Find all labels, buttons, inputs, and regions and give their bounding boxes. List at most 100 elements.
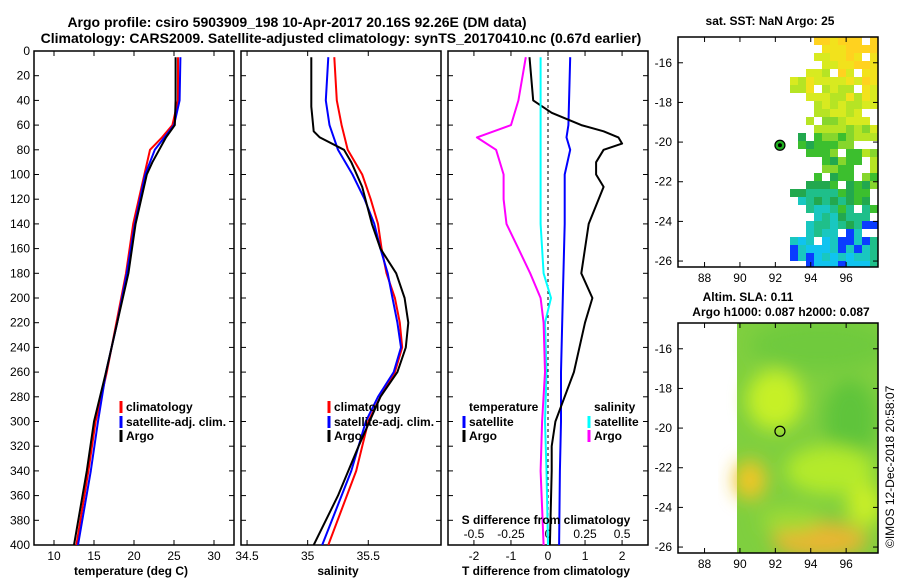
sst-cell	[822, 205, 830, 213]
sst-cell	[870, 93, 878, 101]
sst-map-panel: sat. SST: NaN Argo: 25 88 90 92 94 96 -16 -18 -…	[655, 14, 879, 285]
sst-cell	[846, 125, 854, 133]
sst-cell	[854, 133, 862, 141]
sst-cell	[862, 245, 870, 253]
sst-cell	[862, 93, 870, 101]
sst-cell	[854, 149, 862, 157]
sst-cell	[838, 101, 846, 109]
sst-cell	[822, 133, 830, 141]
legend-label-argo: Argo	[334, 429, 362, 443]
sst-cell	[790, 245, 798, 253]
sst-cell	[846, 77, 854, 85]
sst-cell	[854, 189, 862, 197]
sst-cell	[806, 229, 814, 237]
sst-cell	[870, 165, 878, 173]
sst-cell	[814, 221, 822, 229]
depth-tick-label: 60	[17, 118, 31, 132]
difference-series-s-satellite	[539, 57, 552, 545]
sla-lat-label: -24	[655, 500, 673, 514]
sla-map-field	[734, 323, 878, 553]
sst-cell	[862, 261, 870, 267]
sst-cell	[870, 157, 878, 165]
sst-cell	[806, 93, 814, 101]
sst-cell	[870, 53, 878, 61]
sst-cell	[822, 157, 830, 165]
depth-tick-label: 20	[17, 69, 31, 83]
sst-cell	[846, 165, 854, 173]
sst-cell	[846, 133, 854, 141]
depth-tick-label: 280	[10, 390, 30, 404]
legend-label-satellite: satellite-adj. clim.	[334, 415, 434, 429]
sst-cell	[822, 53, 830, 61]
sst-cell	[798, 197, 806, 205]
sst-cell	[838, 61, 846, 69]
sst-cell	[838, 157, 846, 165]
sst-map-ticks: 88 90 92 94 96 -16 -18 -20 -22 -24 -26	[655, 37, 878, 285]
sst-cell	[846, 85, 854, 93]
sst-cell	[862, 61, 870, 69]
sst-cell	[846, 37, 854, 45]
sla-lon-label: 90	[733, 557, 747, 571]
sst-cell	[830, 125, 838, 133]
sst-map-cells	[790, 37, 878, 267]
legend-salinity-heading: salinity	[594, 400, 636, 414]
sst-cell	[806, 205, 814, 213]
sst-cell	[830, 77, 838, 85]
difference-xtick-label: 1	[582, 549, 589, 563]
sst-cell	[846, 69, 854, 77]
sst-cell	[862, 197, 870, 205]
sst-cell	[862, 125, 870, 133]
depth-tick-label: 400	[10, 538, 30, 552]
salinity-legend: climatology satellite-adj. clim. Argo	[327, 400, 434, 443]
sst-cell	[854, 93, 862, 101]
difference-series-t-satellite	[558, 57, 572, 545]
s-diff-tick-label: 0.25	[573, 527, 597, 541]
sst-lat-label: -18	[655, 95, 673, 109]
sst-cell	[838, 53, 846, 61]
sst-cell	[854, 157, 862, 165]
sst-cell	[838, 189, 846, 197]
sst-cell	[822, 221, 830, 229]
sst-cell	[854, 37, 862, 45]
sst-cell	[862, 181, 870, 189]
sla-lat-label: -18	[655, 381, 673, 395]
sst-cell	[862, 189, 870, 197]
legend-label-t-argo: Argo	[469, 429, 497, 443]
sst-cell	[822, 117, 830, 125]
depth-tick-label: 0	[23, 44, 30, 58]
sst-cell	[846, 261, 854, 267]
sst-cell	[870, 85, 878, 93]
sst-lon-label: 88	[698, 271, 712, 285]
sst-cell	[814, 197, 822, 205]
sst-cell	[830, 149, 838, 157]
temperature-ticks: 0 20 40 60 80 100 120 140 160 180 200 220 240 260 280 3…	[10, 44, 234, 563]
sst-cell	[814, 181, 822, 189]
sla-lat-label: -26	[655, 540, 673, 554]
sst-cell	[830, 101, 838, 109]
sst-cell	[822, 109, 830, 117]
sla-lon-label: 92	[769, 557, 783, 571]
sst-cell	[846, 93, 854, 101]
sst-cell	[846, 253, 854, 261]
sst-cell	[870, 77, 878, 85]
sst-cell	[846, 157, 854, 165]
sst-argo-marker-center	[777, 143, 782, 148]
sst-cell	[854, 117, 862, 125]
sst-cell	[846, 173, 854, 181]
sst-cell	[822, 141, 830, 149]
sst-cell	[870, 237, 878, 245]
sst-cell	[798, 77, 806, 85]
sst-cell	[854, 213, 862, 221]
sst-cell	[822, 245, 830, 253]
difference-series-t-argo	[528, 57, 624, 545]
salinity-ticks: 34.5 35 35.5	[235, 50, 441, 563]
sst-cell	[862, 85, 870, 93]
depth-tick-label: 200	[10, 291, 30, 305]
sst-cell	[806, 261, 814, 267]
sst-cell	[854, 261, 862, 267]
sst-cell	[870, 221, 878, 229]
sst-cell	[854, 237, 862, 245]
salinity-series-satellite-adj-clim-	[321, 57, 402, 545]
difference-xtick-label: -2	[469, 549, 480, 563]
